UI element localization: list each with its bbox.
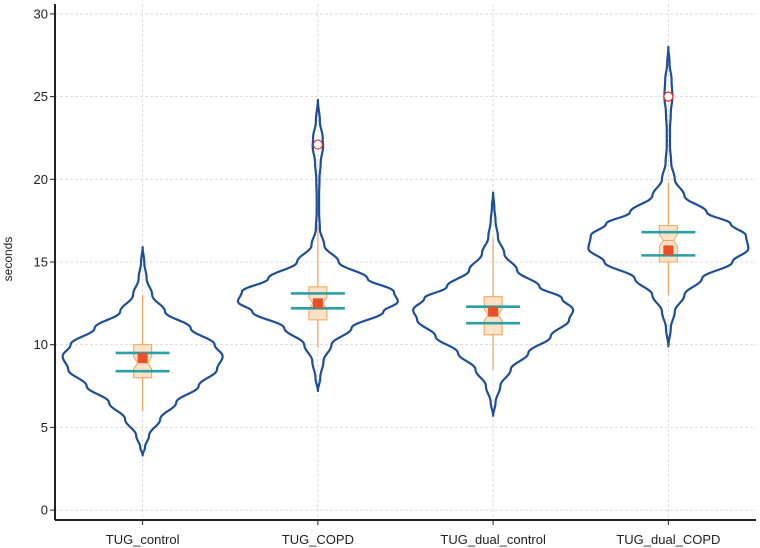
x-tick-label: TUG_dual_control (440, 532, 546, 547)
y-tick-label: 10 (34, 337, 48, 352)
violin-group-TUG_dual_control (412, 191, 575, 417)
violins (61, 45, 750, 457)
y-tick-label: 0 (41, 503, 48, 518)
x-tick-label: TUG_dual_COPD (616, 532, 720, 547)
y-tick-label: 25 (34, 89, 48, 104)
mean-marker (312, 298, 323, 309)
violin-group-TUG_COPD (236, 98, 399, 393)
y-tick-label: 30 (34, 6, 48, 21)
y-axis-title: seconds (1, 237, 15, 282)
outlier-point (663, 91, 674, 102)
violin-outline (412, 191, 575, 417)
mean-marker (488, 306, 499, 317)
mean-marker (663, 245, 674, 256)
x-tick-label: TUG_COPD (282, 532, 354, 547)
violin-group-TUG_dual_COPD (587, 45, 750, 348)
violin-outline (587, 45, 750, 348)
violin-group-TUG_control (61, 246, 224, 457)
axes: 0 5 10 15 20 25 30 TUG_control TUG_COPD TUG_dual_… (34, 4, 756, 547)
grid-lines (55, 4, 756, 520)
violin-outline (236, 98, 399, 393)
violin-outline (61, 246, 224, 457)
y-tick-label: 15 (34, 255, 48, 270)
y-tick-label: 20 (34, 172, 48, 187)
y-tick-label: 5 (41, 420, 48, 435)
x-tick-label: TUG_control (106, 532, 180, 547)
outlier-point (312, 139, 323, 150)
mean-marker (137, 352, 148, 363)
